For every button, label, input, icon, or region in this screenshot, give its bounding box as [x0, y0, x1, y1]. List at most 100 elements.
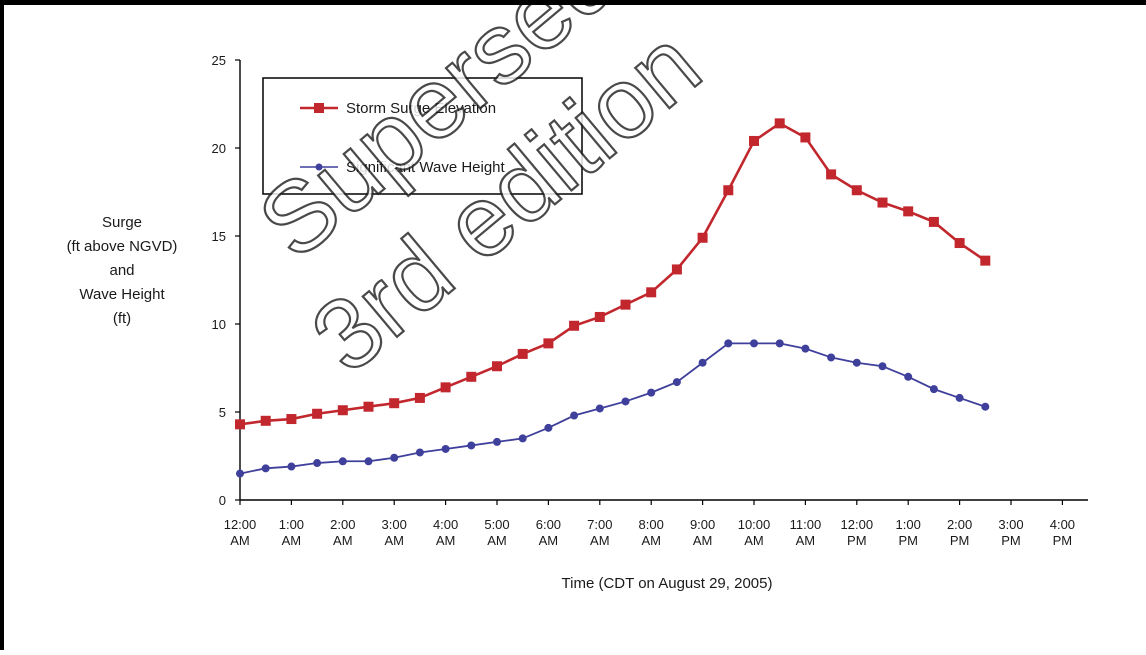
- data-point-square: [903, 206, 914, 217]
- x-tick-label: 2:00 PM: [947, 517, 972, 548]
- data-point-circle: [827, 353, 836, 362]
- data-point-circle: [364, 457, 373, 466]
- data-point-circle: [852, 358, 861, 367]
- data-point-circle: [287, 462, 296, 471]
- data-point-square: [774, 118, 785, 129]
- data-point-circle: [672, 378, 681, 387]
- data-point-square: [723, 185, 734, 196]
- data-point-square: [594, 311, 605, 322]
- y-tick-label: 25: [212, 53, 226, 68]
- data-point-circle: [493, 437, 501, 446]
- legend: Storm Surge Elevation Significant Wave He…: [262, 77, 583, 195]
- x-tick-label: 7:00 AM: [587, 517, 612, 548]
- y-tick-label: 15: [212, 229, 226, 244]
- data-point-square: [877, 197, 888, 208]
- data-point-circle: [698, 358, 707, 367]
- y-axis-label-line: Wave Height: [79, 286, 165, 303]
- chart: 0 5 10 15 20 25 12:00 AM 1:00 AM 2:00 AM 3:00 AM 4:00…: [67, 5, 1088, 592]
- legend-box: [262, 77, 583, 195]
- data-point-circle: [775, 339, 784, 348]
- data-point-circle: [415, 448, 424, 457]
- data-point-square: [671, 264, 682, 275]
- x-axis-label: Time (CDT on August 29, 2005): [562, 575, 773, 592]
- data-point-circle: [544, 423, 553, 432]
- y-tick-label: 5: [219, 405, 226, 420]
- data-point-circle: [801, 344, 810, 353]
- data-point-square: [260, 415, 271, 426]
- data-point-circle: [570, 411, 579, 420]
- data-point-circle: [929, 385, 938, 394]
- data-point-square: [928, 216, 939, 227]
- x-tick-label: 4:00 AM: [433, 517, 458, 548]
- y-tick-label: 20: [212, 141, 226, 156]
- x-tick-label: 11:00 AM: [790, 517, 822, 548]
- watermark: Superseded - see 3rd edition: [237, 5, 916, 395]
- data-point-circle: [724, 339, 733, 348]
- data-point-circle: [878, 362, 887, 371]
- data-point-circle: [313, 459, 322, 468]
- data-point-circle: [955, 393, 964, 402]
- data-point-square: [800, 132, 811, 143]
- data-point-square: [312, 408, 323, 419]
- data-point-square: [389, 398, 400, 409]
- data-point-circle: [441, 444, 450, 453]
- y-axis-label-line: (ft): [113, 310, 131, 327]
- data-point-circle: [261, 464, 270, 473]
- series-2: [236, 339, 990, 478]
- y-axis-label-line: and: [109, 262, 134, 279]
- x-tick-label: 10:00 AM: [738, 517, 771, 548]
- data-point-square: [337, 405, 348, 416]
- y-axis-label-line: (ft above NGVD): [67, 238, 178, 255]
- data-point-circle: [518, 434, 527, 443]
- x-tick-label: 9:00 AM: [690, 517, 715, 548]
- data-point-circle: [981, 402, 990, 411]
- data-point-circle: [390, 453, 399, 462]
- x-tick-label: 12:00 AM: [224, 517, 257, 548]
- data-point-circle: [904, 372, 913, 381]
- x-tick-label: 3:00 AM: [382, 517, 407, 548]
- y-tick-label: 0: [219, 493, 226, 508]
- data-point-square: [466, 371, 477, 382]
- x-tick-label: 1:00 AM: [279, 517, 304, 548]
- data-point-square: [749, 135, 759, 146]
- data-point-circle: [621, 397, 630, 406]
- x-tick-label: 12:00 PM: [841, 517, 874, 548]
- y-tick-label: 10: [212, 317, 226, 332]
- data-point-square: [569, 320, 580, 331]
- legend-marker-circle: [315, 163, 323, 171]
- x-tick-label: 6:00 AM: [536, 517, 561, 548]
- legend-label: Significant Wave Height: [346, 159, 506, 176]
- y-axis-label: Surge (ft above NGVD) and Wave Height (ft): [67, 214, 178, 327]
- data-point-square: [414, 392, 425, 403]
- data-point-square: [235, 419, 245, 430]
- data-point-circle: [467, 441, 476, 450]
- data-point-square: [286, 414, 297, 425]
- series-layer: [235, 118, 991, 478]
- series-1: [235, 118, 991, 430]
- data-point-circle: [236, 469, 244, 478]
- data-point-square: [826, 169, 837, 180]
- x-tick-label: 5:00 AM: [484, 517, 509, 548]
- data-point-square: [440, 382, 451, 393]
- data-point-square: [851, 185, 862, 196]
- data-point-square: [697, 232, 708, 243]
- x-tick-label: 2:00 AM: [330, 517, 355, 548]
- data-point-square: [646, 287, 657, 298]
- data-point-square: [517, 348, 528, 359]
- data-point-circle: [338, 457, 347, 466]
- legend-marker-square: [314, 103, 324, 113]
- data-point-square: [954, 238, 965, 249]
- x-axis-ticks: 12:00 AM 1:00 AM 2:00 AM 3:00 AM 4:00 AM 5:00 AM 6:0…: [224, 500, 1075, 548]
- data-point-circle: [647, 388, 656, 397]
- x-tick-label: 4:00 PM: [1050, 517, 1075, 548]
- y-axis-ticks: 0 5 10 15 20 25: [212, 53, 240, 508]
- data-point-square: [980, 255, 991, 266]
- series-line: [239, 342, 986, 475]
- data-point-circle: [750, 339, 758, 348]
- data-point-square: [620, 299, 631, 310]
- data-point-circle: [595, 404, 604, 413]
- data-point-square: [543, 338, 554, 349]
- x-tick-label: 3:00 PM: [998, 517, 1023, 548]
- data-point-square: [492, 361, 502, 372]
